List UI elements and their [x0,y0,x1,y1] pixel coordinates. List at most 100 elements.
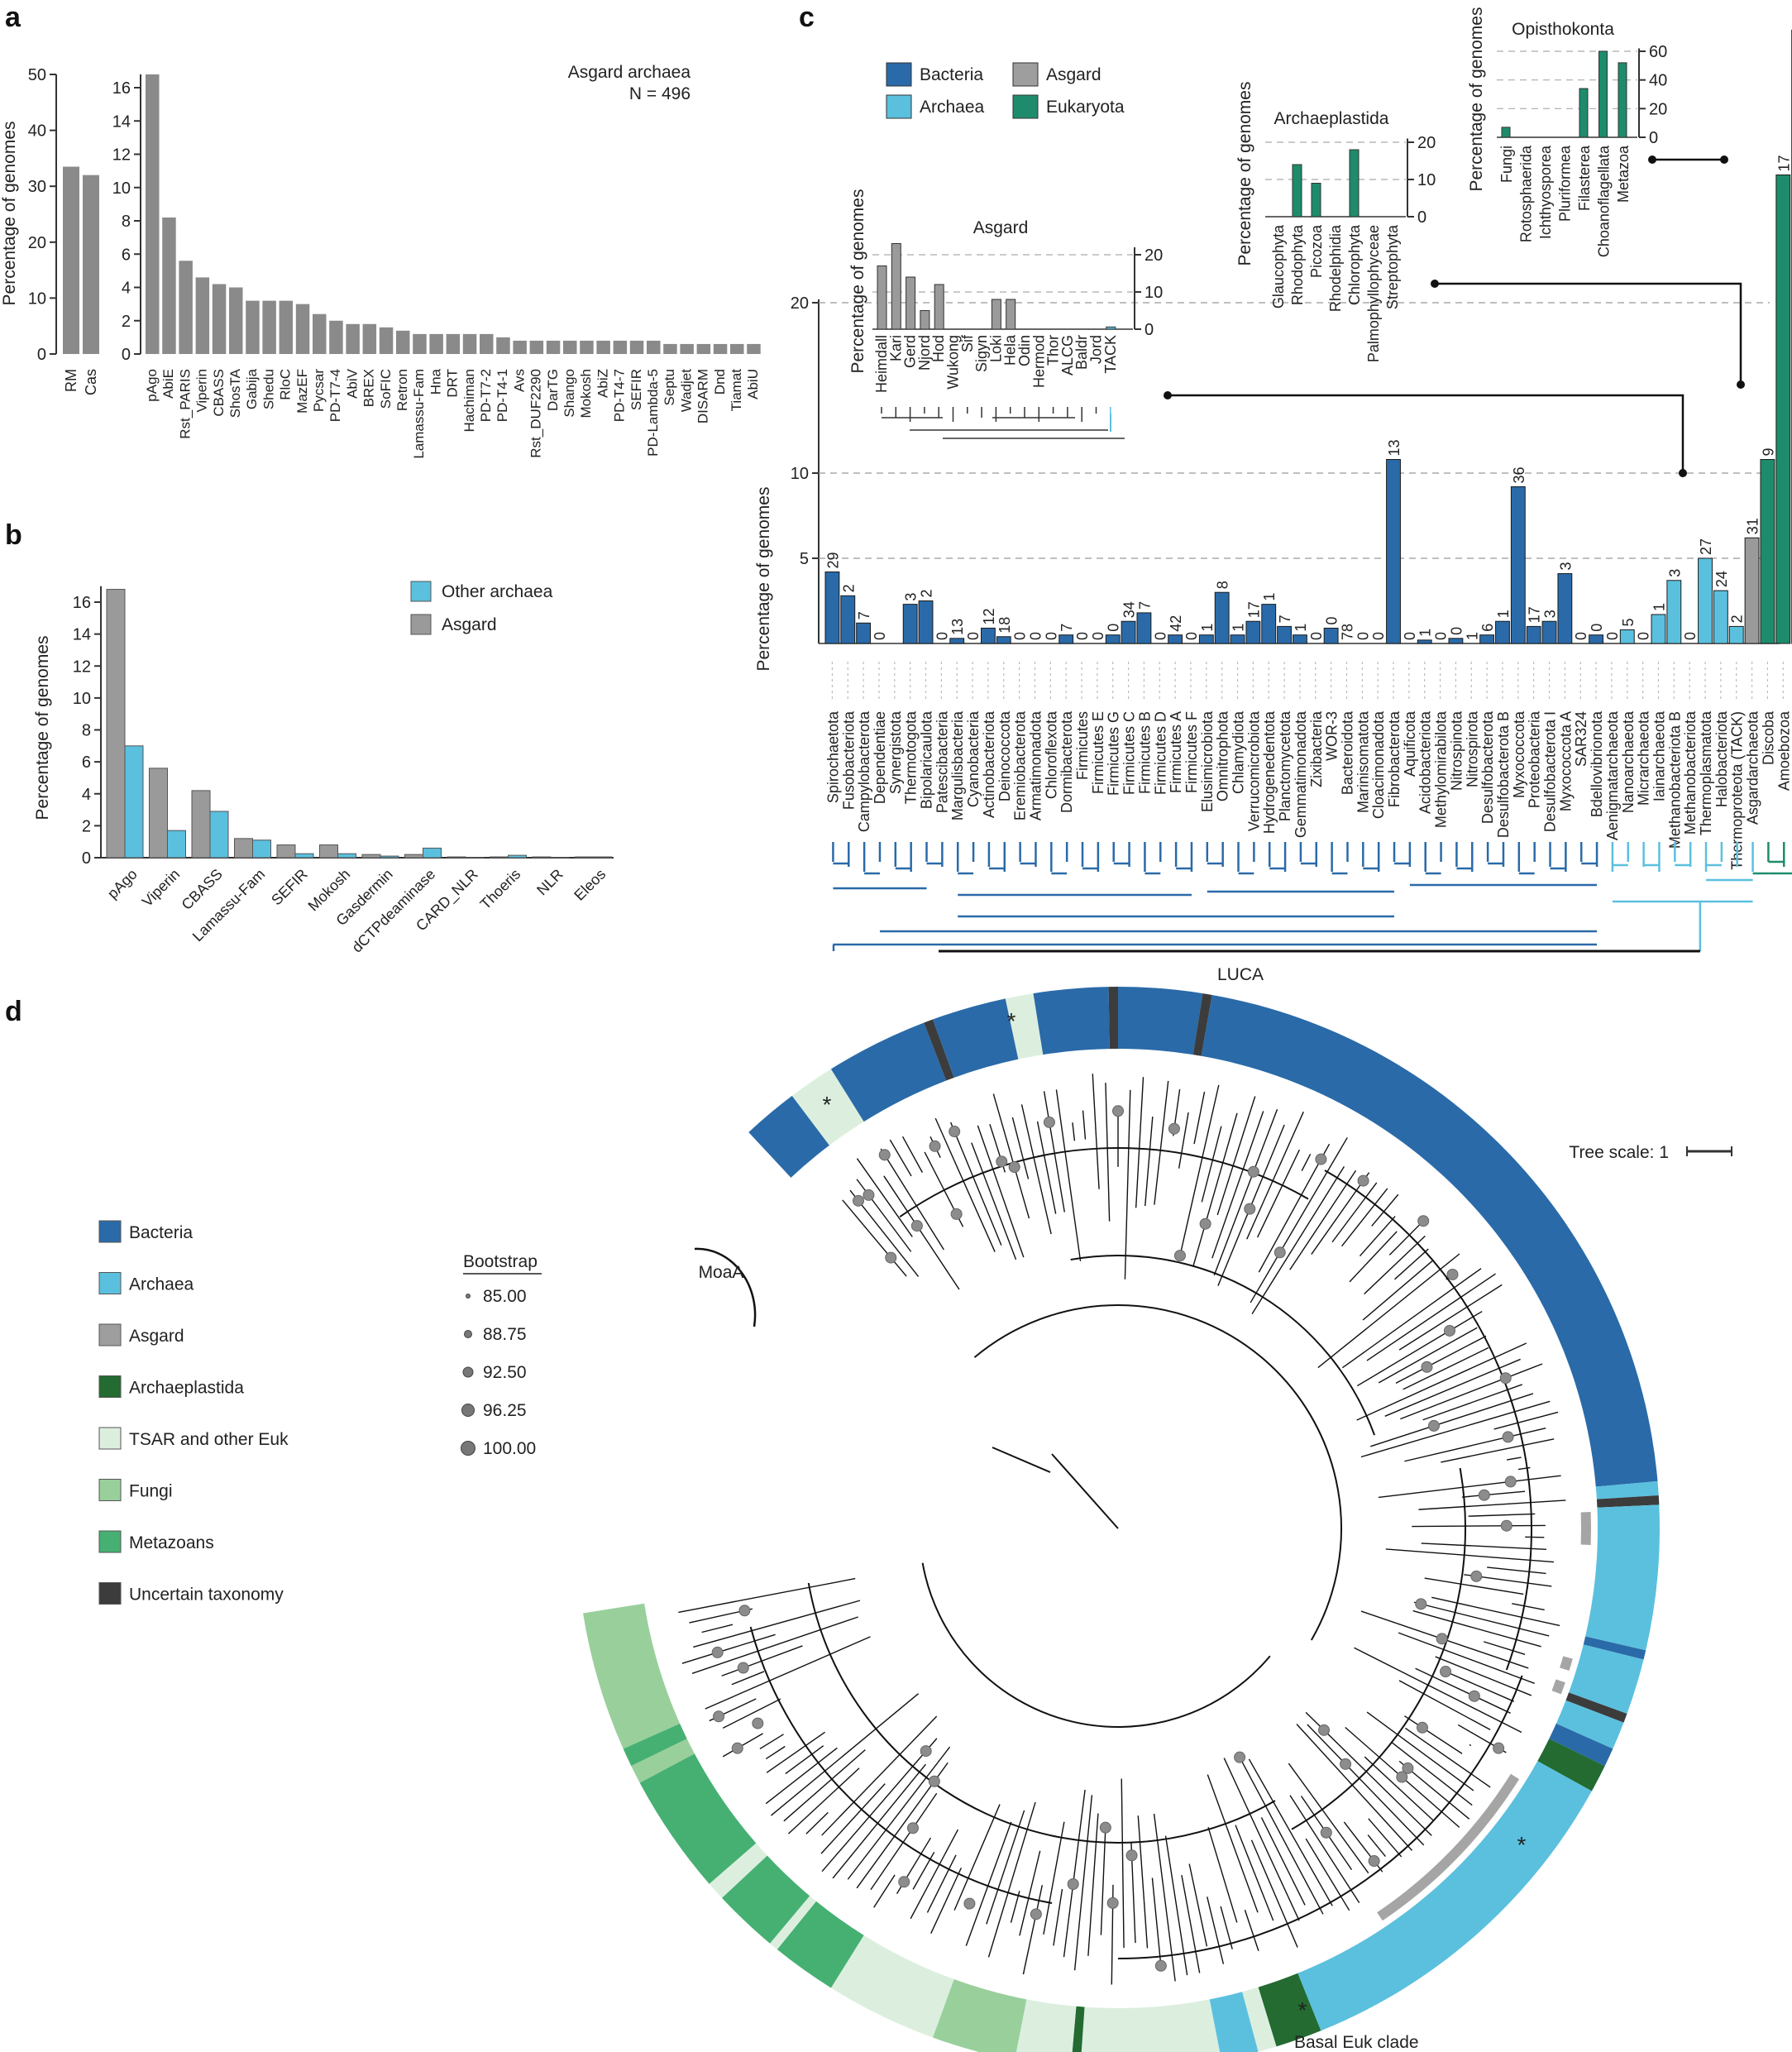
d-ring-segment [1565,1692,1627,1723]
d-tree-leaf-branch [678,1577,856,1614]
b-y-axis-label: Percentage of genomes [33,636,52,820]
b-x-tick-label: Viperin [139,866,184,911]
d-tree-leaf-branch [1258,1143,1331,1273]
d-tree-leaf-branch [731,1671,765,1686]
c-main-bar [1105,634,1121,644]
c-main-bar [1557,573,1573,644]
d-tree-leaf-branch [1244,1910,1259,1951]
c-main-bar-label: 3 [1557,562,1574,571]
d-tree-leaf-branch [1366,1273,1496,1361]
d-tree-leaf-branch [870,1792,938,1891]
c-main-bar [840,595,856,644]
b-y-tick-label: 16 [73,594,91,612]
d-tree-leaf-branch [1394,1248,1429,1280]
c-main-x-tick-label: Desulfobacterota [1479,710,1496,824]
c-archaeplastida-x-tick-label: Streptophyta [1384,224,1401,309]
a-right-bar [279,300,294,354]
d-tree-leaf-branch [1385,1548,1555,1563]
c-pointer-dot [1164,391,1172,399]
d-ring-segment [1072,2006,1085,2052]
d-tree-leaf-branch [1415,1667,1511,1714]
c-main-bar [1619,629,1635,644]
d-tree-leaf-branch [1154,1080,1169,1205]
d-tree-leaf-branch [681,1633,776,1664]
c-main-bar-label: 0 [1183,632,1200,640]
d-tree-leaf-branch [1398,1632,1535,1684]
c-main-bar-label: 0 [1027,632,1044,640]
d-tree-leaf-branch [705,1636,871,1710]
b-y-tick-label: 10 [73,690,91,708]
d-tree-leaf-branch [1424,1577,1524,1595]
d-bootstrap-dot [461,1404,475,1417]
a-right-x-tick-label: Shango [561,369,577,418]
d-tree-leaf-branch [1043,1091,1066,1213]
c-asgard-x-tick-label: TACK [1102,335,1119,374]
c-main-bar [1293,634,1307,644]
a-right-x-tick-label: Septu [662,369,677,405]
a-right-bar [680,343,694,354]
a-right-bar [262,300,276,354]
d-bootstrap-label: 100.00 [483,1439,536,1458]
c-main-bar-label: 0 [1355,632,1371,640]
a-right-x-tick-label: PD-T7-2 [478,369,494,422]
c-main-x-tick-label: Firmicutes F [1183,711,1200,793]
c-main-x-tick-label: Aenigmatarchaeota [1604,710,1621,840]
d-bootstrap-node [1244,1203,1256,1215]
d-ring-segment [1201,994,1658,1487]
c-opisthokonta-x-tick-label: Metazoa [1615,145,1632,203]
c-pointer-line [1435,282,1742,385]
c-opisthokonta-y-tick-label: 60 [1649,43,1667,61]
c-asgard-x-tick-label: Njord [916,335,933,371]
d-tree-leaf-branch [1384,1358,1521,1417]
c-main-bar [824,571,840,644]
c-main-y-tick-label: 20 [791,294,809,313]
a-right-x-tick-label: BREX [361,369,377,407]
c-main-bar-label: 2 [1729,615,1746,623]
a-right-bar [663,343,677,354]
d-star-marker: * [823,1092,832,1117]
d-tree-leaf-branch [1087,1813,1099,1956]
d-tree-leaf-branch [1036,1121,1057,1214]
c-main-bar [1541,620,1557,644]
d-tree-leaf-branch [901,1136,924,1173]
d-tree-leaf-branch [1395,1335,1487,1384]
a-right-title: Asgard archaea [568,63,691,82]
d-bootstrap-node [910,1220,923,1232]
d-tree-leaf-branch [1153,1813,1176,1982]
d-tree-leaf-branch [1445,1671,1515,1702]
d-bootstrap-node [1317,1724,1330,1736]
d-tree-leaf-branch [1405,1727,1491,1788]
c-luca-label: LUCA [1217,965,1264,984]
a-right-x-tick-label: Gabija [244,368,260,409]
a-right-y-tick-label: 12 [112,146,131,165]
c-main-bar [1651,614,1666,644]
d-tree-leaf-branch [1010,1891,1020,1923]
c-main-x-tick-label: Dependentiae [872,711,888,804]
d-bootstrap-node [1320,1826,1332,1839]
c-main-bar [1245,620,1261,644]
d-ring-segment [1242,1987,1277,2052]
c-main-x-tick-label: Armatimonadota [1027,710,1044,820]
b-x-tick-label: Thoeris [477,866,524,913]
c-asgard-x-tick-label: Wukong [945,335,962,390]
c-opisthokonta-x-tick-label: Pluriformea [1557,145,1574,222]
d-bootstrap-node [1247,1165,1259,1178]
b-y-tick-label: 2 [82,817,91,835]
d-bootstrap-node [711,1646,724,1658]
d-ring-segment [830,1935,954,2038]
a-right-x-tick-label: pAgo [144,369,160,402]
c-main-bar [1277,625,1293,644]
c-main-bar-label: 1 [1464,632,1480,640]
b-y-tick-label: 12 [73,658,91,676]
d-tree-leaf-branch [1483,1641,1526,1656]
d-bootstrap-dot [466,1294,471,1299]
c-main-bar [1698,557,1713,644]
c-asgard-y-axis-label: Percentage of genomes [848,189,867,374]
d-bootstrap-node [1067,1877,1079,1890]
d-tree-leaf-branch [1201,1126,1222,1203]
d-ring-segment [1258,1973,1321,2047]
panel-label-c: c [799,2,815,33]
d-tree-leaf-branch [832,1763,926,1879]
c-main-x-tick-label: Desulfobacterota B [1495,711,1512,838]
d-ring-segment [1569,1644,1644,1715]
